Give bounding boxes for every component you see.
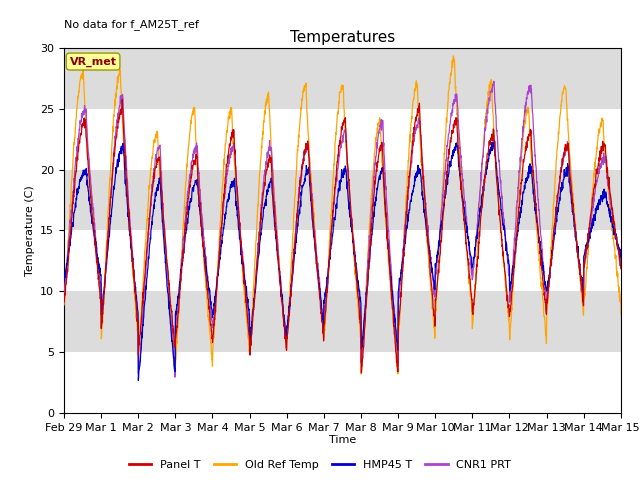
Bar xyxy=(64,109,621,169)
X-axis label: Time: Time xyxy=(329,435,356,445)
Y-axis label: Temperature (C): Temperature (C) xyxy=(24,185,35,276)
Text: No data for f_AM25T_ref: No data for f_AM25T_ref xyxy=(64,19,199,30)
Text: VR_met: VR_met xyxy=(70,57,116,67)
Bar xyxy=(64,291,621,352)
Bar xyxy=(64,169,621,230)
Title: Temperatures: Temperatures xyxy=(290,30,395,46)
Legend: Panel T, Old Ref Temp, HMP45 T, CNR1 PRT: Panel T, Old Ref Temp, HMP45 T, CNR1 PRT xyxy=(124,456,516,474)
Bar xyxy=(64,48,621,109)
Bar xyxy=(64,352,621,413)
Bar xyxy=(64,230,621,291)
